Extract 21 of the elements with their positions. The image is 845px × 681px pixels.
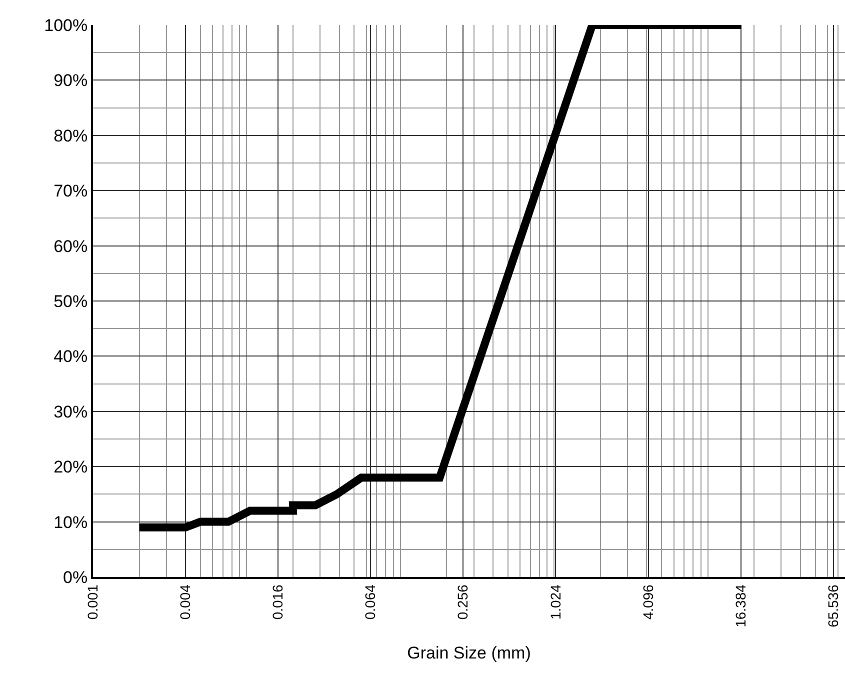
y-tick-label: 60% — [54, 236, 88, 256]
y-tick-label: 10% — [54, 512, 88, 532]
x-tick-label: 1.024 — [547, 584, 564, 620]
y-tick-label: 90% — [54, 71, 88, 90]
x-tick-label: 65.536 — [824, 584, 841, 628]
x-tick-label: 0.256 — [454, 584, 471, 620]
y-tick-label: 100% — [44, 16, 88, 35]
y-tick-label: 50% — [54, 292, 88, 311]
y-tick-label: 80% — [54, 126, 88, 146]
x-tick-label: 0.064 — [362, 584, 378, 620]
y-tick-label: 20% — [54, 458, 88, 477]
x-tick-label: 0.016 — [270, 584, 286, 620]
x-tick-label: 16.384 — [732, 584, 748, 628]
y-tick-label: 30% — [54, 402, 88, 422]
x-tick-label: 0.001 — [84, 584, 101, 620]
y-tick-label: 40% — [54, 347, 88, 366]
y-tick-label: 70% — [54, 182, 88, 201]
y-tick-label: 0% — [63, 568, 88, 587]
x-tick-label: 4.096 — [640, 584, 656, 620]
x-tick-label: 0.004 — [177, 584, 194, 620]
x-axis-title: Grain Size (mm) — [407, 643, 531, 662]
